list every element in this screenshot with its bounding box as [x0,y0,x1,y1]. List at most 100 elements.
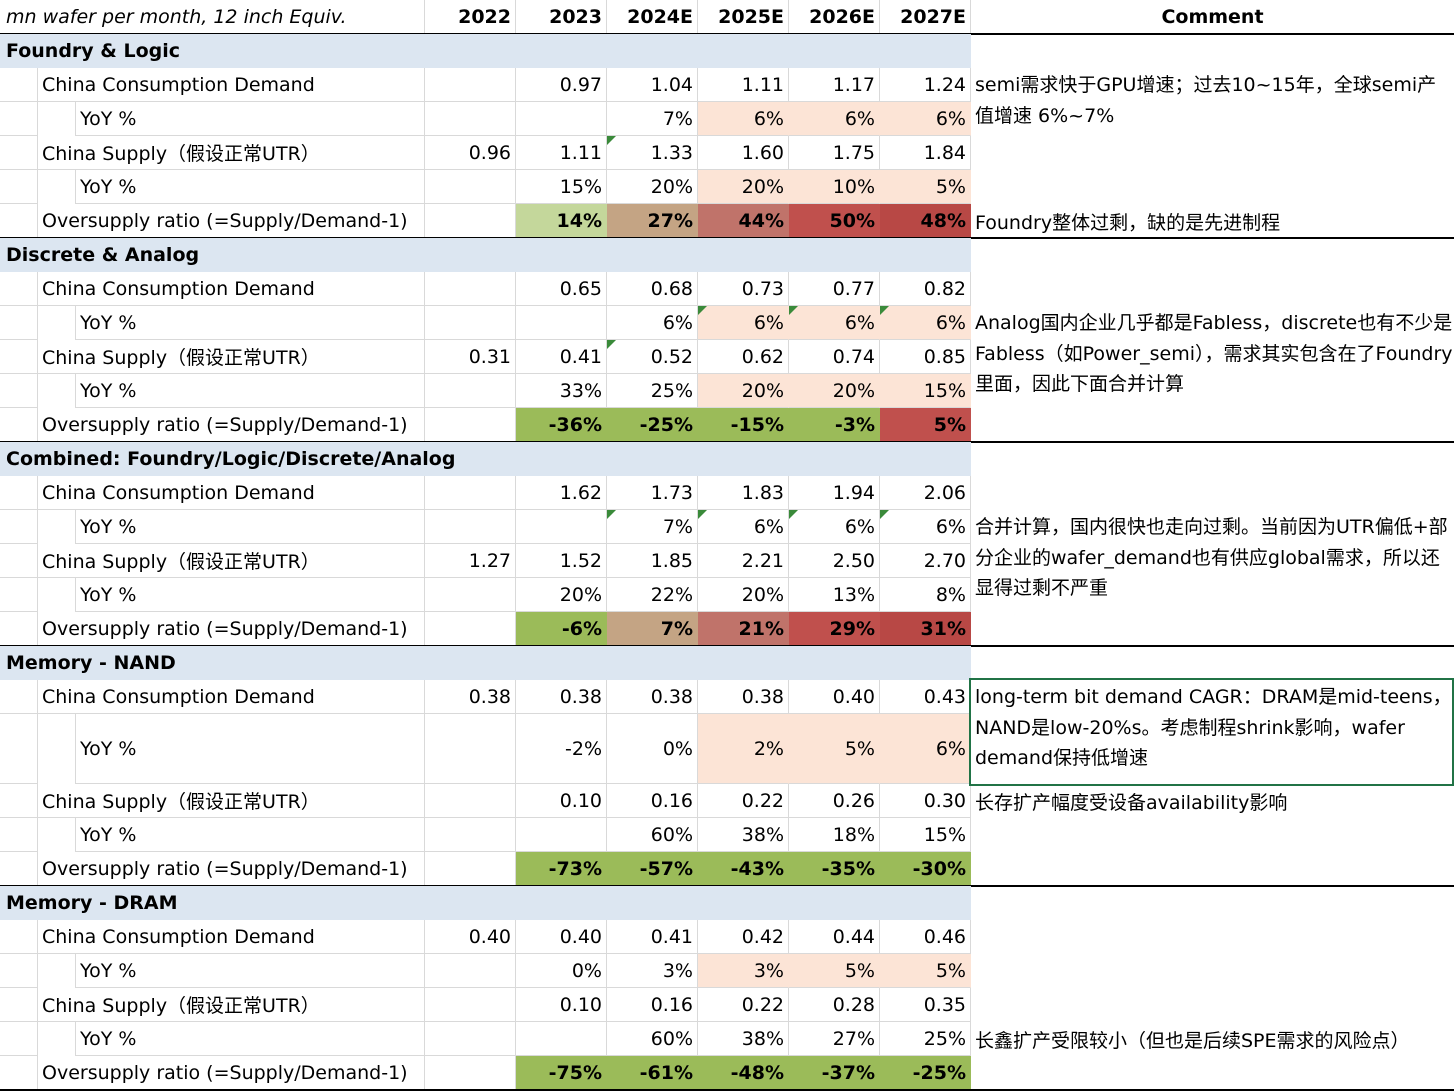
value-cell[interactable]: 1.52 [516,544,607,578]
section-title[interactable]: Discrete & Analog [0,238,971,272]
value-cell[interactable] [425,306,516,340]
value-cell[interactable]: 25% [607,374,698,408]
value-cell[interactable] [425,102,516,136]
value-cell[interactable]: -75% [516,1056,607,1090]
value-cell[interactable]: 6% [607,306,698,340]
comment-cell[interactable]: 长存扩产幅度受设备availability影响 [971,786,1454,820]
indent-cell[interactable] [0,68,38,102]
value-cell[interactable] [516,306,607,340]
indent-cell[interactable] [38,954,76,988]
value-cell[interactable]: 20% [789,374,880,408]
value-cell[interactable]: 21% [698,612,789,646]
value-cell[interactable]: 1.33 [607,136,698,170]
value-cell[interactable] [425,784,516,818]
value-cell[interactable]: 1.24 [880,68,971,102]
row-label[interactable]: China Supply（假设正常UTR） [38,988,425,1022]
value-cell[interactable]: 7% [607,102,698,136]
indent-cell[interactable] [0,954,38,988]
value-cell[interactable]: 14% [516,204,607,238]
value-cell[interactable]: 15% [880,374,971,408]
year-header-2025e[interactable]: 2025E [698,0,789,34]
value-cell[interactable]: 0.65 [516,272,607,306]
value-cell[interactable] [516,102,607,136]
indent-cell[interactable] [0,374,38,408]
value-cell[interactable]: 2.21 [698,544,789,578]
value-cell[interactable]: 0.30 [880,784,971,818]
row-label[interactable]: YoY % [76,306,425,340]
indent-cell[interactable] [0,476,38,510]
indent-cell[interactable] [38,510,76,544]
indent-cell[interactable] [0,510,38,544]
value-cell[interactable]: 0.62 [698,340,789,374]
value-cell[interactable]: 3% [607,954,698,988]
value-cell[interactable]: 44% [698,204,789,238]
indent-cell[interactable] [0,578,38,612]
value-cell[interactable]: 20% [607,170,698,204]
indent-cell[interactable] [0,1022,38,1056]
value-cell[interactable]: 0.46 [880,920,971,954]
value-cell[interactable]: 0.96 [425,136,516,170]
value-cell[interactable]: 38% [698,1022,789,1056]
value-cell[interactable]: 20% [698,374,789,408]
value-cell[interactable]: 13% [789,578,880,612]
row-label[interactable]: China Consumption Demand [38,68,425,102]
row-label[interactable]: China Consumption Demand [38,680,425,714]
value-cell[interactable]: 8% [880,578,971,612]
value-cell[interactable]: 29% [789,612,880,646]
value-cell[interactable]: 0.40 [425,920,516,954]
value-cell[interactable] [425,988,516,1022]
value-cell[interactable]: 7% [607,612,698,646]
value-cell[interactable]: 1.94 [789,476,880,510]
value-cell[interactable]: 48% [880,204,971,238]
row-label[interactable]: YoY % [76,374,425,408]
value-cell[interactable]: 5% [880,170,971,204]
row-label[interactable]: China Supply（假设正常UTR） [38,136,425,170]
comment-cell[interactable]: 长鑫扩产受限较小（但也是后续SPE需求的风险点） [971,1024,1454,1058]
value-cell[interactable]: 5% [880,954,971,988]
value-cell[interactable] [425,170,516,204]
row-label[interactable]: YoY % [76,102,425,136]
value-cell[interactable]: 0.38 [607,680,698,714]
indent-cell[interactable] [38,818,76,852]
value-cell[interactable]: 1.27 [425,544,516,578]
value-cell[interactable] [425,408,516,442]
row-label[interactable]: YoY % [76,818,425,852]
year-header-2023[interactable]: 2023 [516,0,607,34]
value-cell[interactable]: -36% [516,408,607,442]
section-title[interactable]: Memory - DRAM [0,886,971,920]
value-cell[interactable]: 1.04 [607,68,698,102]
value-cell[interactable]: 0.42 [698,920,789,954]
indent-cell[interactable] [0,136,38,170]
indent-cell[interactable] [0,340,38,374]
value-cell[interactable]: 6% [698,102,789,136]
value-cell[interactable]: 0.73 [698,272,789,306]
value-cell[interactable]: 7% [607,510,698,544]
value-cell[interactable]: -15% [698,408,789,442]
row-label[interactable]: China Consumption Demand [38,920,425,954]
value-cell[interactable]: 6% [880,510,971,544]
row-label[interactable]: Oversupply ratio (=Supply/Demand-1) [38,1056,425,1090]
year-header-2024e[interactable]: 2024E [607,0,698,34]
value-cell[interactable]: -35% [789,852,880,886]
value-cell[interactable]: 1.17 [789,68,880,102]
value-cell[interactable]: 2% [698,714,789,784]
row-label[interactable]: YoY % [76,170,425,204]
value-cell[interactable]: 38% [698,818,789,852]
row-label[interactable]: Oversupply ratio (=Supply/Demand-1) [38,204,425,238]
row-label[interactable]: China Supply（假设正常UTR） [38,784,425,818]
value-cell[interactable]: -73% [516,852,607,886]
value-cell[interactable]: 0.10 [516,988,607,1022]
value-cell[interactable]: 31% [880,612,971,646]
value-cell[interactable]: 1.11 [698,68,789,102]
indent-cell[interactable] [38,102,76,136]
value-cell[interactable]: 5% [789,954,880,988]
value-cell[interactable] [425,374,516,408]
value-cell[interactable] [516,1022,607,1056]
value-cell[interactable]: 20% [698,170,789,204]
value-cell[interactable]: -6% [516,612,607,646]
indent-cell[interactable] [0,784,38,818]
indent-cell[interactable] [0,714,38,784]
value-cell[interactable]: 60% [607,818,698,852]
value-cell[interactable] [425,818,516,852]
value-cell[interactable]: 6% [698,306,789,340]
